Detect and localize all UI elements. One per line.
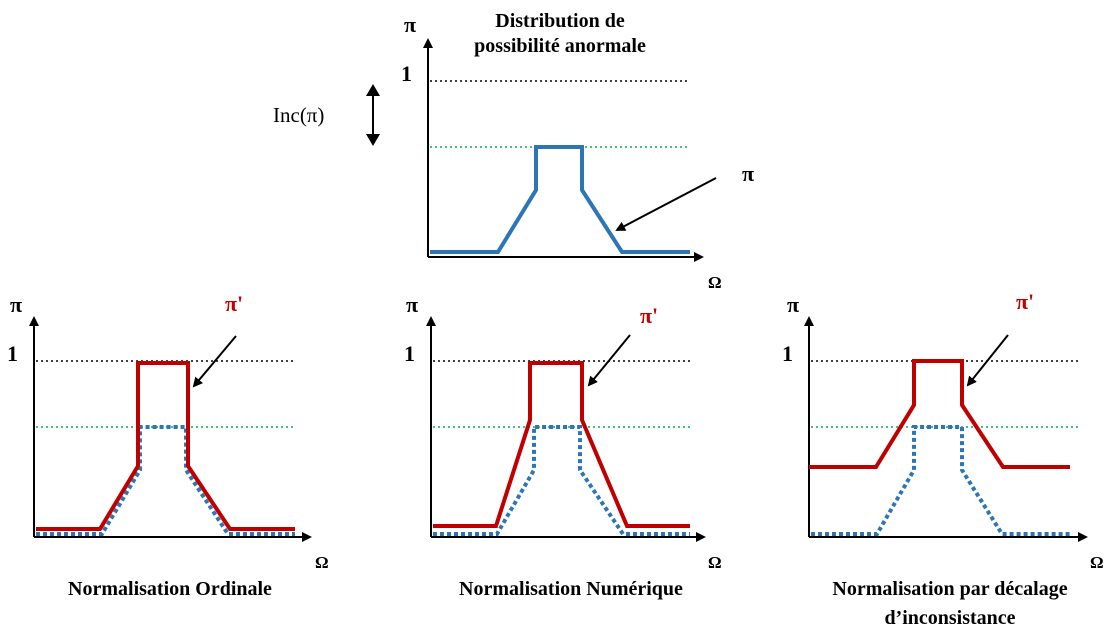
shift-normalized-curve (809, 359, 1070, 469)
top-panel: Distribution de possibilité anormale π Ω… (273, 10, 754, 292)
ordinal-y-axis-label: π (10, 292, 22, 317)
top-curve-label: π (742, 161, 754, 186)
numeric-y-axis-label: π (406, 292, 418, 317)
top-title-line1: Distribution de (495, 10, 625, 32)
panel-ordinal: π Ω 1 π' Normalisation Ordinale (7, 291, 329, 600)
shift-y-axis-label: π (787, 292, 799, 317)
inconsistency-label: Inc(π) (273, 103, 324, 127)
shift-caption-line1: Normalisation par décalage (832, 578, 1067, 600)
numeric-original-curve (433, 425, 690, 536)
ordinal-curve-label: π' (225, 291, 243, 316)
numeric-x-axis-label: Ω (708, 553, 722, 572)
numeric-normalized-curve (433, 361, 690, 528)
inconsistency-arrow-bottom-head (366, 134, 380, 146)
numeric-curve-label: π' (640, 303, 658, 328)
ordinal-caption-line1: Normalisation Ordinale (68, 578, 272, 600)
top-x-axis-label: Ω (708, 273, 722, 292)
top-title-line2: possibilité anormale (474, 35, 646, 57)
numeric-curve-pointer-arrow (587, 334, 631, 387)
ordinal-normalized-curve (36, 361, 295, 531)
top-level-one-label: 1 (401, 61, 412, 86)
ordinal-x-axis-label: Ω (315, 553, 329, 572)
shift-level-one-label: 1 (782, 341, 793, 366)
shift-curve-pointer-arrow (966, 334, 1009, 387)
ordinal-original-curve (36, 425, 295, 536)
shift-x-axis-label: Ω (1090, 553, 1104, 572)
panel-numeric: π Ω 1 π' Normalisation Numérique (404, 292, 722, 600)
numeric-level-one-label: 1 (404, 341, 415, 366)
inconsistency-arrow-top-head (366, 84, 380, 96)
shift-original-curve (811, 425, 1070, 536)
ordinal-curve-pointer-arrow (192, 335, 237, 388)
ordinal-level-one-label: 1 (7, 341, 18, 366)
shift-caption-line2: d’inconsistance (884, 607, 1015, 629)
top-curve-pointer-arrow (615, 177, 717, 231)
top-abnormal-distribution-curve (430, 145, 690, 254)
numeric-caption-line1: Normalisation Numérique (459, 578, 683, 600)
top-y-axis-label: π (404, 12, 416, 37)
shift-curve-label: π' (1016, 289, 1034, 314)
panel-inconsistency-shift: π Ω 1 π' Normalisation par décalage d’in… (782, 289, 1104, 629)
